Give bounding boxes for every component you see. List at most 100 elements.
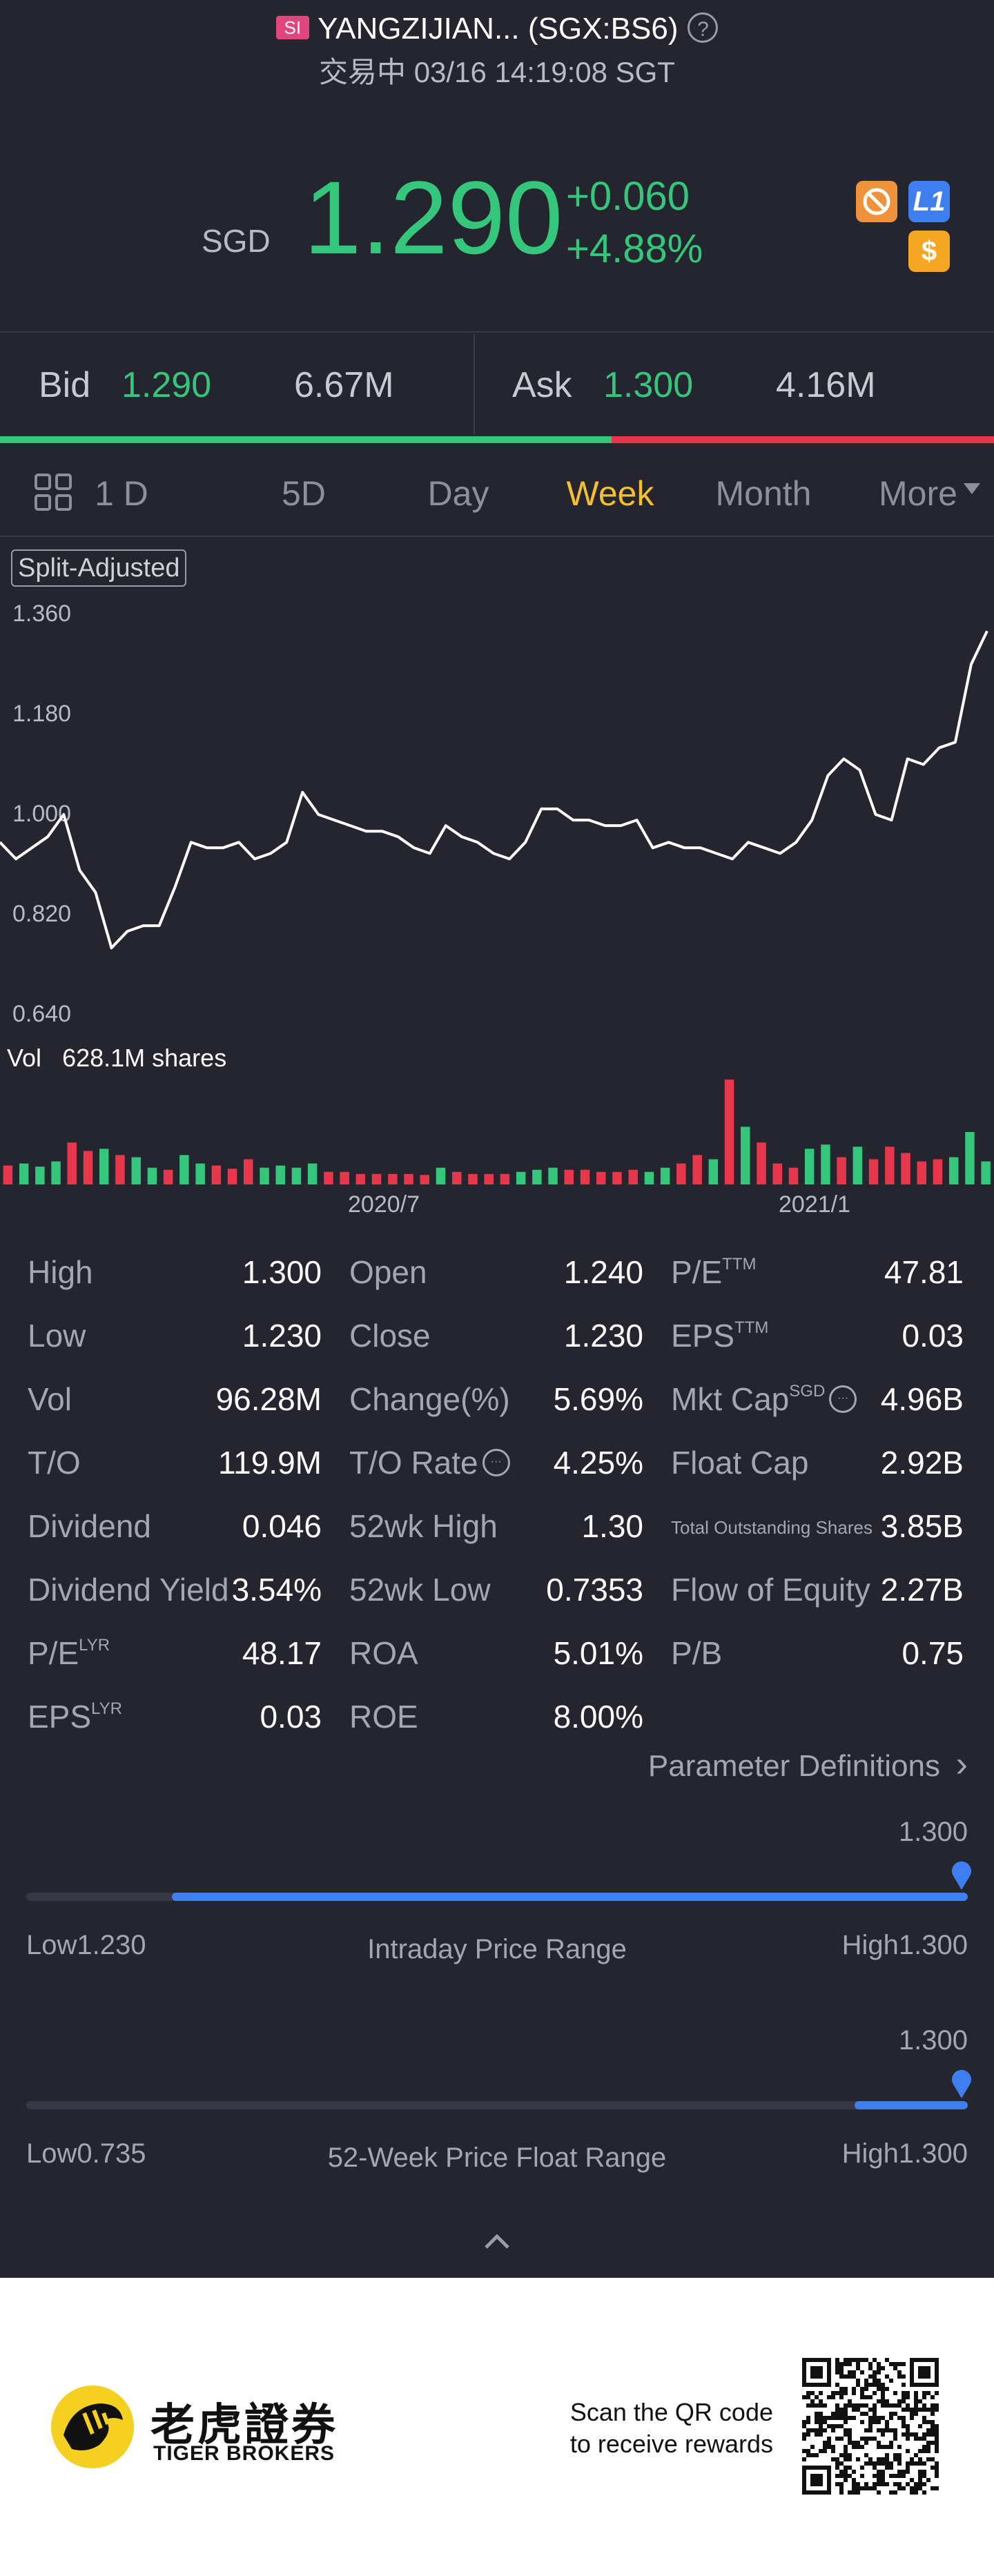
stat-label: Open — [349, 1253, 427, 1291]
volume-bar-chart[interactable] — [0, 1077, 994, 1187]
price-series-line — [0, 630, 988, 950]
week52-high: High1.300 — [841, 2138, 968, 2169]
stat-label: Dividend Yield — [28, 1571, 229, 1608]
volume-bar — [388, 1173, 398, 1184]
stat-label-text: P/B — [671, 1635, 723, 1671]
info-dots-icon[interactable]: ··· — [482, 1448, 510, 1476]
volume-bar — [804, 1149, 815, 1184]
chevron-right-icon[interactable]: › — [955, 1744, 968, 1784]
stat-label: High — [28, 1253, 93, 1291]
week52-range-fill — [855, 2101, 968, 2109]
volume-bar — [67, 1142, 77, 1184]
stat-value: 0.75 — [902, 1635, 964, 1671]
y-tick-label: 0.820 — [12, 901, 72, 927]
qr-code-icon[interactable] — [802, 2358, 939, 2495]
stat-label-text: Low — [28, 1318, 86, 1354]
stat-value: 5.01% — [553, 1635, 643, 1671]
stat-value: 96.28M — [215, 1381, 322, 1417]
stat-label-text: Dividend Yield — [28, 1572, 229, 1608]
stat-label-sup: TTM — [734, 1318, 769, 1337]
stat-label-text: ROA — [349, 1635, 418, 1671]
info-dots-icon[interactable]: ··· — [829, 1385, 857, 1413]
volume-bar — [596, 1171, 606, 1184]
collapse-chevron-up-icon[interactable] — [483, 2220, 511, 2260]
stat-value: 2.92B — [880, 1445, 964, 1481]
volume-bar — [51, 1161, 61, 1184]
parameter-definitions-link[interactable]: Parameter Definitions — [647, 1749, 940, 1783]
volume-bar — [516, 1171, 526, 1184]
stat-label: T/O — [28, 1444, 81, 1481]
tab-5d[interactable]: 5D — [282, 474, 326, 513]
brand-name-en: TIGER BROKERS — [153, 2442, 335, 2465]
price-change-pct: +4.88% — [566, 226, 703, 271]
stat-label: Vol — [28, 1380, 72, 1418]
stat-label-text: T/O — [28, 1445, 81, 1481]
volume-bar — [868, 1159, 879, 1184]
volume-bar — [852, 1146, 863, 1184]
trading-status: 交易中 03/16 14:19:08 SGT — [319, 56, 675, 88]
volume-bar — [147, 1167, 157, 1184]
tab-1d[interactable]: 1 D — [95, 474, 148, 513]
y-tick-label: 0.640 — [12, 1001, 72, 1027]
stat-label-text: High — [28, 1254, 93, 1290]
volume-bar — [19, 1163, 29, 1184]
stat-label-text: P/E — [28, 1635, 79, 1671]
stat-label: P/ELYR — [28, 1635, 110, 1672]
volume-bar — [452, 1171, 462, 1184]
volume-bar — [131, 1157, 141, 1184]
stat-label-text: 52wk Low — [349, 1572, 491, 1608]
stat-value: 4.25% — [553, 1445, 643, 1481]
price-line-chart[interactable] — [0, 580, 994, 1022]
stat-label: Close — [349, 1317, 431, 1354]
y-tick-label: 1.360 — [12, 601, 72, 627]
stat-label-text: P/E — [671, 1254, 723, 1290]
intraday-high: High1.300 — [841, 1930, 968, 1960]
tab-week[interactable]: Week — [566, 474, 654, 513]
volume-bar — [500, 1173, 510, 1184]
stat-label-sup: LYR — [91, 1699, 122, 1718]
volume-bar — [644, 1171, 654, 1184]
tab-day[interactable]: Day — [427, 474, 489, 513]
volume-bar — [949, 1157, 959, 1184]
volume-bar — [821, 1144, 830, 1184]
intraday-marker-value: 1.300 — [898, 1817, 968, 1847]
stat-label: T/O Rate ··· — [349, 1444, 510, 1481]
stat-value: 3.85B — [880, 1508, 964, 1544]
help-icon[interactable]: ? — [688, 12, 719, 43]
layout-grid-icon[interactable] — [33, 472, 75, 514]
volume-bar — [917, 1161, 926, 1184]
volume-bar — [324, 1171, 333, 1184]
bid-ratio-bar — [0, 436, 612, 443]
volume-bar — [772, 1163, 782, 1184]
volume-label: Vol — [7, 1044, 42, 1072]
level1-icon[interactable]: L1 — [908, 181, 950, 222]
stat-label: Flow of Equity — [671, 1571, 870, 1608]
volume-bar — [724, 1080, 734, 1184]
tab-month[interactable]: Month — [715, 474, 812, 513]
scan-line-1: Scan the QR code — [569, 2398, 773, 2426]
stat-value: 1.230 — [242, 1318, 322, 1354]
stat-label: P/B — [671, 1635, 722, 1672]
no-short-icon[interactable] — [856, 181, 897, 222]
stat-label: Total Outstanding Shares — [671, 1517, 873, 1539]
bid-price: 1.290 — [121, 365, 212, 405]
stat-value: 0.7353 — [546, 1572, 643, 1608]
volume-bar — [371, 1173, 382, 1184]
last-price: 1.290 — [304, 159, 563, 275]
volume-bar — [227, 1169, 237, 1184]
stat-value: 5.69% — [553, 1381, 643, 1417]
currency-label: SGD — [202, 223, 271, 259]
volume-bar — [291, 1167, 302, 1184]
stat-value: 1.30 — [581, 1508, 643, 1544]
volume-bar — [981, 1161, 991, 1184]
stat-label-text: Total Outstanding Shares — [671, 1517, 873, 1538]
stat-label-text: EPS — [671, 1318, 735, 1354]
scan-prompt: Scan the QR code to receive rewards — [570, 2397, 773, 2460]
dropdown-caret-icon[interactable] — [964, 483, 980, 494]
stat-label-text: EPS — [28, 1699, 92, 1735]
stat-value: 48.17 — [242, 1635, 322, 1671]
dollar-icon[interactable]: $ — [908, 231, 950, 272]
volume-bar — [275, 1165, 285, 1184]
tab-more[interactable]: More — [879, 474, 957, 513]
split-adjusted-badge[interactable]: Split-Adjusted — [11, 549, 187, 587]
